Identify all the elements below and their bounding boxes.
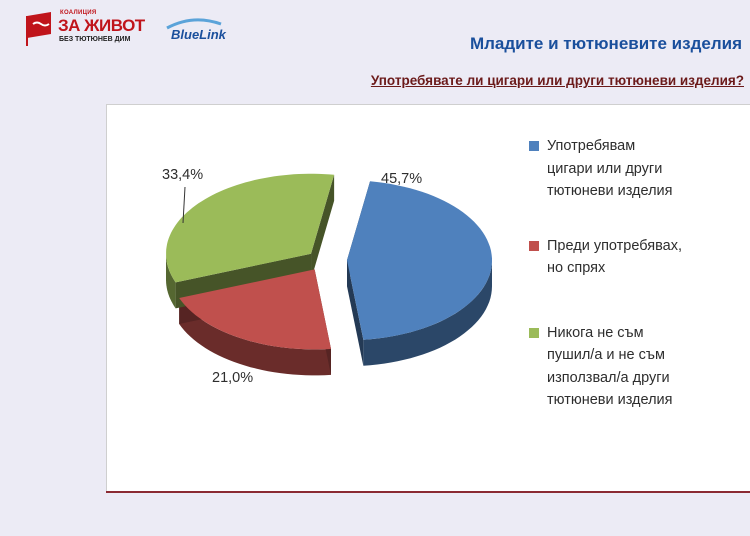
legend-line: тютюневи изделия (547, 183, 673, 199)
logo-koalicia-main: ЗА ЖИВОТ (58, 16, 145, 35)
pie-slice-never (166, 173, 335, 283)
legend-item-quit: Преди употребявах, но спрях (527, 235, 747, 280)
pie-side-never (166, 253, 176, 309)
pie-side-quit (179, 298, 331, 376)
leader-line (182, 186, 186, 224)
swoosh-icon (166, 18, 222, 30)
pie-chart (166, 173, 492, 376)
bluelink-logo: BlueLink (163, 18, 226, 48)
pie-wall-never (311, 174, 335, 280)
koalicia-logo: КОАЛИЦИЯ ЗА ЖИВОТ БЕЗ ТЮТЮНЕВ ДИМ (24, 8, 145, 48)
legend-line: тютюневи изделия (547, 392, 673, 408)
legend-swatch-blue (529, 141, 539, 151)
bottom-divider (106, 491, 750, 493)
pie-side-used (363, 260, 492, 366)
logo-koalicia-sub: БЕЗ ТЮТЮНЕВ ДИМ (59, 36, 131, 43)
legend-line: но спрях (547, 260, 606, 276)
chart-legend: Употребявам цигари или други тютюневи из… (527, 135, 747, 412)
data-label-used: 45,7% (381, 171, 423, 187)
legend-line: Употребявам (547, 138, 636, 154)
pie-wall-used (346, 260, 364, 366)
data-label-quit: 21,0% (212, 370, 254, 386)
logo-bluelink: BlueLink (171, 27, 226, 42)
logo-koalicia-small: КОАЛИЦИЯ (60, 10, 97, 16)
page-title: Младите и тютюневите изделия (469, 34, 742, 53)
flag-icon (26, 12, 51, 46)
legend-line: пушил/а и не съм (547, 347, 665, 363)
legend-line: Никога не съм (547, 324, 644, 341)
legend-line: Преди употребявах, (547, 237, 682, 254)
legend-line: използвал/а други (547, 369, 670, 386)
pie-slice-quit (179, 269, 331, 350)
legend-item-used: Употребявам цигари или други тютюневи из… (527, 135, 747, 203)
pie-slice-used (347, 181, 492, 340)
legend-item-never: Никога не съм пушил/а и не съм използвал… (527, 322, 747, 412)
survey-question: Употребявате ли цигари или други тютюнев… (370, 73, 744, 88)
legend-swatch-green (529, 327, 539, 338)
legend-swatch-red (529, 240, 539, 251)
legend-line: цигари или други (547, 160, 663, 177)
chart-area: 45,7% 21,0% 33,4% Употребявам цигари или… (106, 104, 750, 493)
data-label-never: 33,4% (162, 167, 204, 183)
